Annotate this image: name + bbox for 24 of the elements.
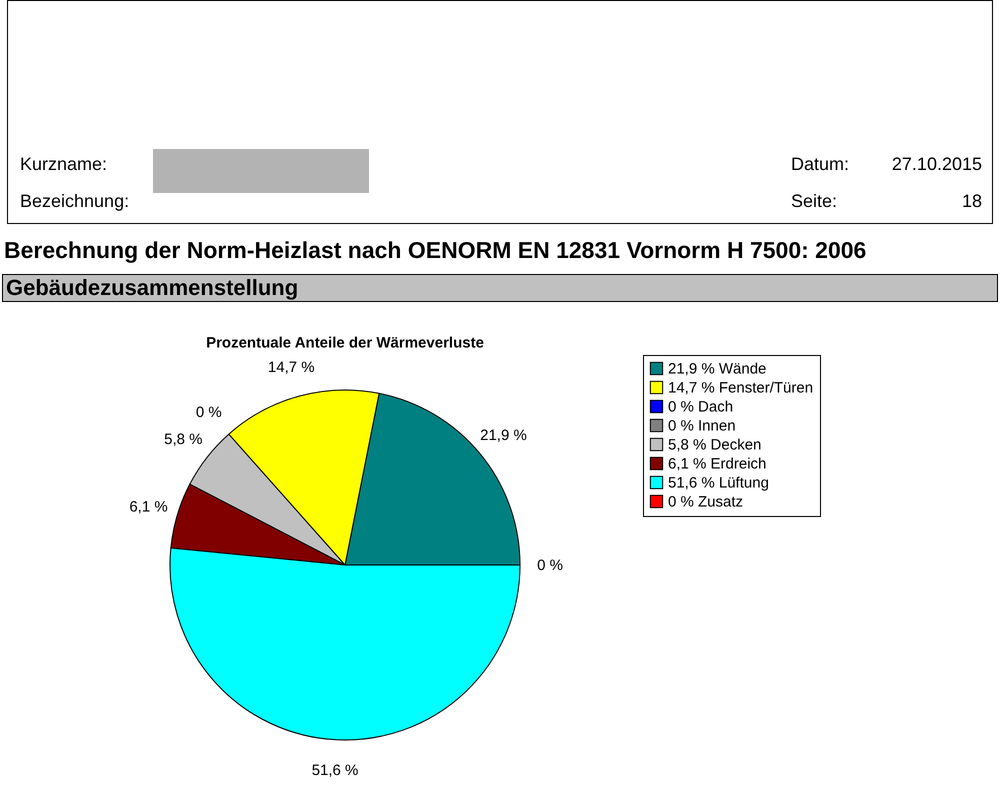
legend-label: 0 % Dach — [668, 398, 734, 416]
data-label: 21,9 % — [480, 426, 527, 444]
text: Berechnung der Norm-Heizlast nach OENORM EN 12831 Vornorm H 7500: 2006 — [4, 237, 866, 264]
data-label: 51,6 % — [312, 762, 358, 779]
legend-label: 0 % Zusatz — [668, 494, 744, 510]
legend-label: 5,8 % Decken — [668, 436, 762, 454]
text: Bezeichnung: — [20, 191, 130, 212]
chart-title: Prozentuale Anteile der Wärmeverluste — [206, 334, 484, 352]
text: Seite: — [791, 191, 838, 212]
text: 18 — [962, 191, 982, 212]
legend-label: 14,7 % Fenster/Türen — [668, 380, 814, 396]
legend-label: 0 % Innen — [668, 418, 736, 434]
legend-label: 6,1 % Erdreich — [668, 456, 766, 472]
text: 0 % — [196, 404, 222, 421]
data-label: 14,7 % — [268, 359, 315, 376]
text: 0 % — [537, 557, 563, 574]
text: Kurzname: — [20, 154, 108, 175]
data-label: 6,1 % — [129, 498, 168, 516]
text: Datum: — [791, 154, 850, 175]
legend-label: 21,9 % Wände — [668, 360, 766, 378]
data-label: 5,8 % — [164, 430, 203, 448]
text: 27.10.2015 — [892, 154, 982, 175]
text: Gebäudezusammenstellung — [2, 274, 998, 302]
legend-label: 51,6 % Lüftung — [668, 474, 769, 492]
